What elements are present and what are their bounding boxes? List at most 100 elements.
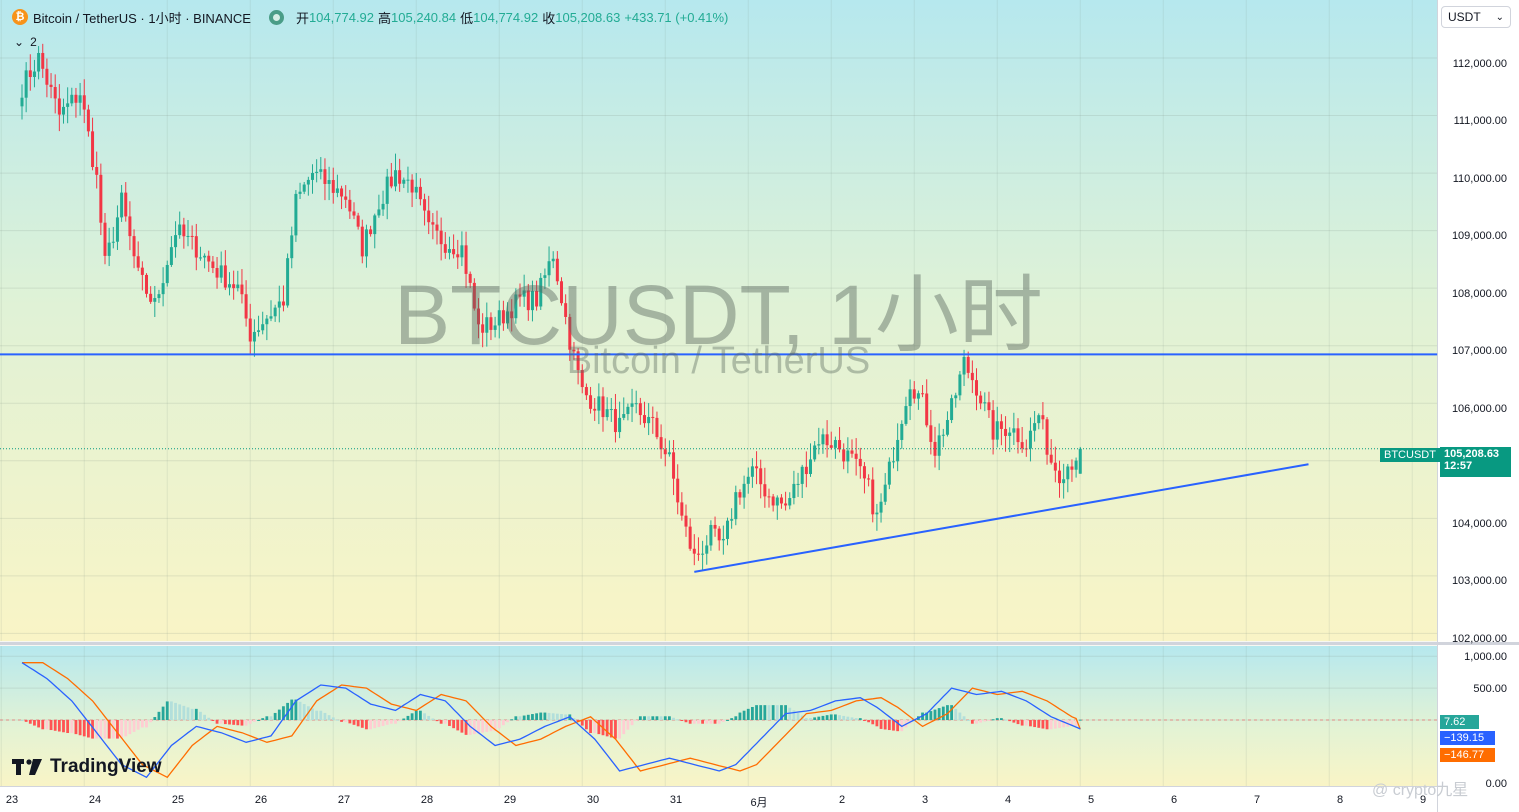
candle-body [261, 324, 265, 331]
tradingview-logo[interactable]: TradingView [12, 756, 162, 778]
macd-histogram-bar [57, 720, 61, 732]
macd-histogram-bar [746, 708, 750, 720]
candle-body [912, 389, 916, 399]
candle-body [999, 421, 1003, 429]
candle-body [813, 445, 817, 460]
macd-histogram-bar [1024, 720, 1028, 726]
price-tick: 109,000.00 [1451, 230, 1507, 242]
macd-histogram-bar [327, 715, 331, 720]
macd-histogram-bar [406, 715, 410, 720]
candle-body [580, 370, 584, 388]
trendlines[interactable] [0, 353, 1438, 573]
candle-body [767, 496, 771, 498]
symbol-watermark: BTCUSDT, 1小时 [394, 268, 1043, 362]
candle-body [269, 316, 273, 319]
candle-body [501, 310, 505, 324]
macd-histogram-bar [315, 710, 319, 720]
macd-pane[interactable] [0, 646, 1437, 786]
candle-body [460, 245, 464, 258]
candle-body [1066, 466, 1070, 480]
candle-body [908, 389, 912, 407]
time-tick: 6月 [750, 797, 768, 809]
candle-body [165, 264, 169, 284]
macd-histogram-bar [464, 720, 468, 735]
macd-histogram-bar [643, 716, 646, 720]
macd-histogram-bar [531, 714, 534, 720]
candle-body [589, 395, 593, 409]
candle-body [477, 308, 480, 325]
time-tick: 31 [669, 794, 683, 806]
macd-histogram-bar [398, 720, 402, 722]
macd-histogram-bar [244, 720, 248, 726]
candle-body [103, 222, 107, 256]
candle-body [244, 294, 248, 319]
macd-histogram-bar [713, 720, 717, 724]
macd-histogram-bar [211, 720, 215, 721]
candle-body [145, 274, 148, 294]
macd-histogram-bar [954, 708, 958, 720]
candle-body [62, 106, 65, 115]
time-scale[interactable] [0, 786, 1437, 812]
macd-histogram-bar [651, 716, 655, 720]
candle-body [311, 172, 314, 180]
macd-histogram-bar [452, 720, 455, 729]
candle-body [763, 484, 767, 497]
price-tick: 102,000.00 [1451, 633, 1507, 645]
macd-histogram-bar [979, 720, 983, 723]
eye-icon[interactable] [268, 9, 284, 25]
macd-histogram-bar [286, 702, 289, 720]
candle-body [750, 466, 754, 477]
candle-body [875, 512, 879, 515]
time-tick: 25 [171, 794, 185, 806]
candle-body [709, 524, 713, 546]
candle-body [1037, 415, 1041, 424]
candle-body [535, 290, 539, 307]
candle-body [506, 311, 510, 324]
candles [20, 43, 1082, 571]
candle-body [925, 393, 929, 426]
macd-histogram-bar [186, 707, 190, 720]
candle-body [207, 255, 211, 262]
macd-histogram-bar [460, 720, 464, 733]
macd-histogram-bar [585, 720, 588, 730]
macd-histogram-bar [1062, 720, 1066, 728]
macd-histogram-bar [560, 714, 563, 720]
indicators-toggle[interactable]: ⌄ 2 [14, 35, 37, 49]
macd-histogram-bar [207, 717, 211, 720]
macd-histogram-bar [228, 720, 231, 725]
candle-body [916, 393, 920, 399]
currency-select[interactable]: USDT ⌄ [1441, 6, 1511, 28]
currency-select-value: USDT [1448, 10, 1481, 24]
symbol-title[interactable]: Bitcoin / TetherUS · 1小时 · BINANCE [33, 10, 251, 26]
macd-histogram-bar [124, 720, 128, 737]
candle-body [788, 498, 792, 506]
macd-histogram-bar [273, 712, 277, 720]
price-scale[interactable] [1437, 0, 1519, 812]
macd-histogram-bar [41, 720, 45, 730]
candle-body [742, 483, 746, 498]
macd-histogram-bar [356, 720, 360, 727]
open-label: 开 [295, 10, 309, 26]
macd-tick: 1,000.00 [1464, 651, 1507, 663]
change-value: +433.71 (+0.41%) [624, 9, 729, 25]
macd-signal-tag: −146.77 [1440, 748, 1495, 762]
candle-body [464, 245, 468, 274]
candle-body [1058, 470, 1061, 484]
symbol-header[interactable]: ₿ Bitcoin / TetherUS · 1小时 · BINANCE 开 1… [0, 6, 732, 28]
macd-histogram-bar [555, 713, 559, 720]
macd-histogram-bar [248, 720, 252, 724]
macd-histogram-bar [107, 720, 111, 739]
candle-body [771, 496, 775, 506]
macd-histogram-bar [1049, 720, 1053, 730]
candle-body [128, 216, 132, 237]
price-tick: 106,000.00 [1451, 403, 1507, 415]
candle-body [340, 188, 344, 197]
macd-histogram-bar [232, 720, 236, 725]
macd-histogram-bar [817, 716, 821, 720]
candle-body [186, 235, 190, 237]
candle-body [281, 301, 285, 306]
candle-body [248, 318, 252, 342]
candle-body [643, 415, 646, 424]
macd-histogram-bar [1016, 720, 1020, 725]
